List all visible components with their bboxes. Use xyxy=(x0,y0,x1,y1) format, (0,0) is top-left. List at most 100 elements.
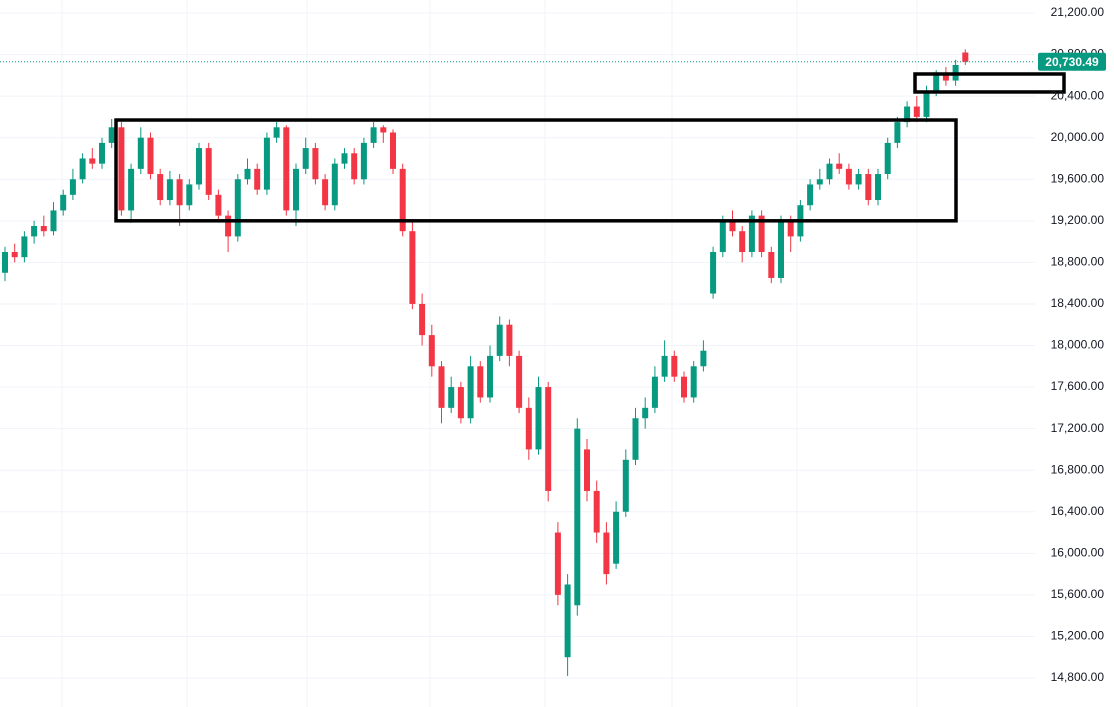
candle-body xyxy=(768,251,775,278)
y-tick-label: 17,600.00 xyxy=(1051,379,1105,393)
candle-body xyxy=(661,355,668,377)
candle-body xyxy=(2,251,8,273)
candle-body xyxy=(923,90,930,117)
y-tick-label: 17,200.00 xyxy=(1051,421,1105,435)
y-tick-label: 15,200.00 xyxy=(1051,629,1105,643)
candle-body xyxy=(477,366,484,398)
candle-body xyxy=(215,194,222,216)
candle-body xyxy=(11,251,18,258)
price-axis: 14,800.00 15,200.00 15,600.00 16,000.00 16,4… xyxy=(1038,5,1106,684)
candle-body xyxy=(535,387,542,450)
candle-body xyxy=(564,584,571,658)
last-price-label: 20,730.49 xyxy=(1045,55,1099,69)
candle-body xyxy=(758,215,765,252)
candle-body xyxy=(351,153,358,180)
y-tick-label: 16,800.00 xyxy=(1051,462,1105,476)
candle-body xyxy=(710,251,717,294)
candle-body xyxy=(457,387,464,419)
candle-body xyxy=(904,106,911,123)
candle-body xyxy=(516,355,523,408)
candle-body xyxy=(622,459,629,512)
candle-body xyxy=(419,303,426,336)
candle-body xyxy=(118,127,125,211)
candle-body xyxy=(263,137,270,190)
candle-body xyxy=(690,366,697,398)
candle-body xyxy=(836,163,843,169)
candle-body xyxy=(574,428,581,606)
candle-body xyxy=(719,220,726,252)
candle-body xyxy=(448,387,455,408)
candle-body xyxy=(360,142,367,180)
y-tick-label: 20,400.00 xyxy=(1051,88,1105,102)
candle-body xyxy=(196,148,202,185)
candle-body xyxy=(962,52,969,62)
candle-body xyxy=(603,532,610,575)
candle-body xyxy=(234,179,241,237)
candle-body xyxy=(787,220,794,237)
y-tick-label: 19,600.00 xyxy=(1051,171,1105,185)
candle-body xyxy=(894,122,901,143)
candle-body xyxy=(816,179,823,185)
candle-body xyxy=(390,132,396,169)
candle-body xyxy=(778,220,784,278)
candle-body xyxy=(312,148,319,180)
candle-body xyxy=(584,449,590,491)
candle-body xyxy=(681,376,687,398)
zone-box xyxy=(913,72,1066,94)
candle-body xyxy=(380,127,387,133)
candle-body xyxy=(671,355,678,377)
candle-body xyxy=(487,355,493,398)
candle-body xyxy=(632,418,639,460)
candle-body xyxy=(128,168,135,211)
candle-body xyxy=(186,184,193,206)
candle-body xyxy=(283,127,290,211)
candle-body xyxy=(438,366,445,408)
candle-body xyxy=(69,179,76,195)
candle-body xyxy=(942,75,949,81)
candle-body xyxy=(244,168,251,180)
candle-body xyxy=(884,142,891,175)
y-tick-label: 19,200.00 xyxy=(1051,213,1105,227)
candle-body xyxy=(545,387,552,491)
candle-body xyxy=(89,158,96,164)
candle-body xyxy=(739,231,746,252)
candle-body xyxy=(331,163,338,206)
candle-body xyxy=(554,532,561,595)
candle-body xyxy=(865,174,872,201)
candle-body xyxy=(176,179,183,206)
candle-body xyxy=(157,174,164,201)
candle-body xyxy=(137,137,144,169)
y-tick-label: 14,800.00 xyxy=(1051,670,1105,684)
candles xyxy=(0,49,1066,676)
candle-body xyxy=(79,158,86,180)
candle-body xyxy=(913,106,920,117)
candle-body xyxy=(496,324,503,356)
y-tick-label: 18,400.00 xyxy=(1051,296,1105,310)
candle-body xyxy=(302,148,309,169)
candle-body xyxy=(166,179,173,201)
candle-body xyxy=(428,335,435,367)
y-tick-label: 15,600.00 xyxy=(1051,587,1105,601)
candle-body xyxy=(108,127,115,143)
candle-body xyxy=(593,490,600,533)
candle-body xyxy=(826,163,833,180)
candle-body xyxy=(40,226,47,232)
candle-body xyxy=(60,194,67,211)
candle-body xyxy=(525,407,532,450)
zone-box xyxy=(114,118,958,223)
grid xyxy=(0,0,1035,707)
candle-body xyxy=(642,407,649,419)
candle-body xyxy=(370,127,377,143)
candle-body xyxy=(399,168,406,232)
candle-body xyxy=(845,168,852,185)
y-tick-label: 16,000.00 xyxy=(1051,545,1105,559)
candle-body xyxy=(50,210,57,232)
candle-body xyxy=(467,366,474,419)
candle-body xyxy=(273,127,280,138)
candle-body xyxy=(748,215,755,252)
y-tick-label: 18,800.00 xyxy=(1051,255,1105,269)
candle-body xyxy=(613,511,620,564)
candle-body xyxy=(293,168,299,211)
